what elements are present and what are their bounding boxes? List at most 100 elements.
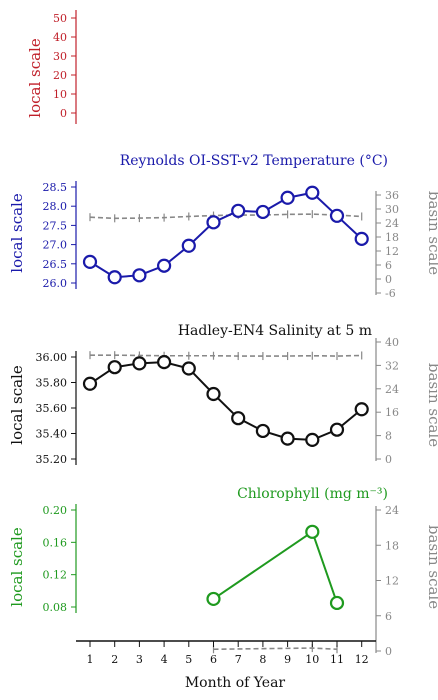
panel-salinity-y2tick-label: 32 [385,359,399,372]
panel-temperature-y2tick-label: -6 [385,287,396,300]
panel-temperature-ytick-label: 27.0 [43,239,68,252]
panel-salinity-local-line [89,361,363,441]
panel-chlorophyll: Chlorophyll (mg m⁻³) local scale basin s… [8,486,438,658]
panel-salinity-local-point [107,360,122,375]
panel-temperature-local-point [206,215,221,230]
panel-salinity: Hadley-EN4 Salinity at 5 m local scale b… [8,323,438,466]
panel-temperature-local-point [354,231,369,246]
panel-temperature-y2tick-label: 24 [385,217,399,230]
x-tick-label: 2 [111,653,118,666]
panel-temperature-local-line [89,191,363,279]
panel-salinity-local-point [354,402,369,417]
x-tick-label: 10 [305,653,319,666]
x-tick-label: 6 [210,653,217,666]
panel-temperature-local-point [157,258,172,273]
panel-temperature-y2tick-label: 18 [385,231,399,244]
panel-salinity-local-point [82,376,98,391]
panel-temperature-ytick-label: 27.5 [43,219,68,232]
panel-temperature-local-point [255,204,270,220]
panel-salinity-local-point [305,432,320,447]
panel-temperature-ytick-label: 28.5 [43,181,68,194]
panel-salinity-y2tick-label: 24 [385,383,399,396]
panel-chlorophyll-y2tick-label: 0 [385,645,392,658]
panel-temperature-local-point [132,268,147,283]
panel-empty-ytick-label: 30 [53,50,67,63]
panel-salinity-marks [82,351,369,447]
panel-empty-ytick-label: 40 [53,31,67,44]
panel-temperature-local-point [231,203,246,218]
panel-salinity-local-point [181,361,196,376]
panel-salinity-local-point [157,355,172,370]
panel-temperature-y2tick-label: 6 [385,259,392,272]
panel-chlorophyll-local-point [305,524,320,539]
panel-salinity-ytick-label: 36.00 [36,351,68,364]
panel-temperature-y2tick-label: 30 [385,203,399,216]
panel-temperature-ylabel: local scale [8,193,26,273]
panel-salinity-local-point [329,422,345,437]
panel-temperature-local-point [107,270,122,285]
panel-temperature-local-point [82,254,98,269]
panel-temperature-y2label: basin scale [425,191,438,275]
x-tick-label: 8 [259,653,266,666]
panel-chlorophyll-ytick-label: 0.20 [43,504,68,517]
panel-salinity-local-point [280,431,295,446]
x-tick-label: 7 [235,653,242,666]
panel-chlorophyll-ytick-label: 0.12 [43,569,68,582]
panel-chlorophyll-ytick-label: 0.08 [43,601,68,614]
panel-salinity-y2tick-label: 8 [385,430,392,443]
panel-chlorophyll-local-point [206,591,221,607]
panel-chlorophyll-y2tick-label: 6 [385,610,392,623]
panel-salinity-local-point [132,356,147,371]
panel-chlorophyll-axes: 0.20 0.16 0.12 0.08 24 18 12 6 0 [43,504,399,658]
panel-temperature-ytick-label: 28.0 [43,200,68,213]
panel-empty-ytick-label: 0 [60,107,67,120]
panel-salinity-local-point [231,411,246,426]
panel-chlorophyll-y2tick-label: 24 [385,504,399,517]
panel-salinity-y2tick-label: 16 [385,406,399,419]
panel-temperature-basin-line [89,213,362,220]
x-tick-label: 3 [136,653,143,666]
panel-temperature-local-point [329,208,345,223]
x-axis-label: Month of Year [185,675,286,691]
panel-temperature-ytick-label: 26.0 [43,277,68,290]
panel-temperature-y2tick-label: 36 [385,189,399,202]
x-tick-label: 9 [284,653,291,666]
x-tick-label: 5 [185,653,192,666]
panel-salinity-local-point [206,386,221,402]
panel-empty: local scale 0 10 20 30 40 50 [26,10,77,124]
panel-salinity-y2label: basin scale [425,363,438,447]
panel-chlorophyll-title: Chlorophyll (mg m⁻³) [237,486,388,502]
panel-salinity-basin-line [90,354,362,357]
panel-salinity-axes: 36.00 35.80 35.60 35.40 35.20 40 32 24 16 8 0 [36,336,400,466]
panel-temperature-y2tick-label: 12 [385,245,399,258]
panel-temperature-y2tick-label: 0 [385,273,392,286]
panel-temperature-local-point [280,190,295,205]
panel-chlorophyll-ytick-label: 0.16 [43,536,68,549]
x-tick-label: 4 [161,653,168,666]
panel-temperature-local-point [305,185,320,200]
x-tick-label: 11 [330,653,344,666]
x-axis: 1 2 3 4 5 6 7 8 9 10 11 12 [76,640,376,666]
panel-empty-ytick-label: 10 [53,88,67,101]
panel-salinity-y2tick-label: 0 [385,453,392,466]
panel-chlorophyll-local-line [212,530,338,604]
panel-salinity-title: Hadley-EN4 Salinity at 5 m [178,323,372,339]
panel-chlorophyll-local-point [329,595,345,611]
panel-salinity-ytick-label: 35.60 [36,402,68,415]
panel-temperature: Reynolds OI-SST-v2 Temperature (°C) loca… [8,153,438,300]
panel-temperature-local-point [181,238,196,253]
panel-empty-ytick-label: 50 [53,12,67,25]
panel-salinity-y2tick-label: 40 [385,336,399,349]
panel-chlorophyll-y2label: basin scale [425,525,438,609]
panel-chlorophyll-y2tick-label: 18 [385,539,399,552]
panel-empty-yaxis: 0 10 20 30 40 50 [53,10,77,124]
panel-empty-ytick-label: 20 [53,69,67,82]
panel-salinity-ytick-label: 35.20 [36,453,68,466]
x-tick-label: 1 [87,653,94,666]
panel-chlorophyll-basin-line [213,647,338,651]
panel-salinity-ylabel: local scale [8,365,26,445]
x-tick-label: 12 [355,653,369,666]
panel-salinity-local-point [255,423,270,439]
